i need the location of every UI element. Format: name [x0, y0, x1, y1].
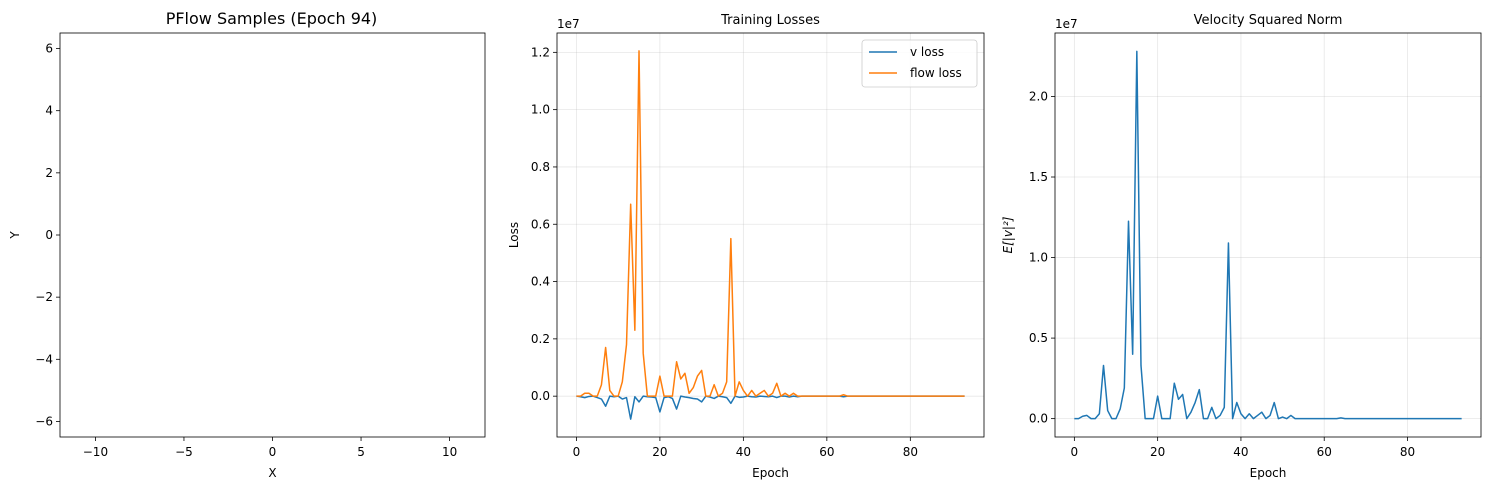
legend-label-v-loss: v loss	[910, 45, 944, 59]
x-tick-label: 0	[269, 445, 277, 459]
y-tick-label: 0.4	[531, 275, 550, 289]
series-line-1	[576, 50, 965, 397]
losses-axes-frame	[556, 32, 985, 438]
y-tick-label: 0.6	[531, 217, 550, 231]
losses-offset-label: 1e7	[557, 17, 580, 31]
velocity-lines	[1074, 50, 1462, 420]
x-tick-label: 0	[1071, 445, 1079, 459]
x-tick-label: 60	[1317, 445, 1332, 459]
losses-plot: Training Losses 0 20 40 60 80 0.00.20.40.60.…	[507, 13, 985, 480]
losses-ylabel: Loss	[507, 222, 521, 248]
x-tick-label: 20	[1150, 445, 1165, 459]
legend-label-flow-loss: flow loss	[910, 66, 962, 80]
velocity-xlabel: Epoch	[1250, 466, 1287, 480]
samples-ylabel: Y	[8, 231, 22, 240]
samples-axes-frame	[59, 32, 486, 438]
x-tick-label: 5	[357, 445, 365, 459]
velocity-y-ticks: 0.0 0.5 1.0 1.5 2.0	[1029, 89, 1055, 426]
y-tick-label: 4	[45, 104, 53, 118]
y-tick-label: 1.2	[531, 45, 550, 59]
x-tick-label: 20	[652, 445, 667, 459]
velocity-axes-frame	[1054, 32, 1482, 438]
y-tick-label: 6	[45, 42, 53, 56]
x-tick-label: 40	[736, 445, 751, 459]
y-tick-label: 2	[45, 166, 53, 180]
x-tick-label: 60	[819, 445, 834, 459]
velocity-ylabel: E[|v|²]	[1001, 216, 1015, 253]
y-tick-label: 2.0	[1029, 89, 1048, 103]
y-tick-label: 1.0	[1029, 251, 1048, 265]
x-tick-label: 10	[442, 445, 457, 459]
samples-plot: PFlow Samples (Epoch 94) −10 −5 0 5 10 −6−4−…	[8, 9, 486, 480]
samples-y-ticks: −6 −4 −2 0 2 4 6	[35, 42, 60, 428]
y-tick-label: −6	[35, 414, 53, 428]
losses-lines	[576, 50, 965, 420]
y-tick-label: 0.8	[531, 160, 550, 174]
x-tick-label: 0	[573, 445, 581, 459]
x-tick-label: −5	[175, 445, 193, 459]
velocity-title: Velocity Squared Norm	[1194, 13, 1343, 28]
x-tick-label: −10	[83, 445, 108, 459]
velocity-x-ticks: 0 20 40 60 80	[1071, 437, 1415, 459]
y-tick-label: −4	[35, 352, 53, 366]
samples-x-ticks: −10 −5 0 5 10	[83, 437, 457, 459]
losses-y-ticks: 0.0 0.2 0.4 0.6 0.8 1.0 1.2	[531, 45, 557, 403]
velocity-offset-label: 1e7	[1055, 17, 1078, 31]
series-line-0	[1074, 50, 1462, 420]
y-tick-label: 0.0	[531, 389, 550, 403]
y-tick-label: 1.5	[1029, 170, 1048, 184]
samples-xlabel: X	[268, 466, 276, 480]
losses-x-ticks: 0 20 40 60 80	[573, 437, 918, 459]
y-tick-label: −2	[35, 290, 53, 304]
losses-grid	[557, 33, 984, 437]
losses-xlabel: Epoch	[752, 466, 789, 480]
x-tick-label: 80	[1400, 445, 1415, 459]
velocity-plot: Velocity Squared Norm 0 20 40 60 80 0.0 0.5 1.…	[1001, 13, 1482, 480]
series-line-0	[576, 395, 965, 420]
losses-legend: v loss flow loss	[861, 39, 978, 88]
x-tick-label: 80	[903, 445, 918, 459]
y-tick-label: 0.0	[1029, 412, 1048, 426]
x-tick-label: 40	[1233, 445, 1248, 459]
y-tick-label: 0	[45, 228, 53, 242]
y-tick-label: 1.0	[531, 103, 550, 117]
velocity-grid	[1055, 33, 1481, 437]
y-tick-label: 0.2	[531, 332, 550, 346]
y-tick-label: 0.5	[1029, 331, 1048, 345]
samples-title: PFlow Samples (Epoch 94)	[166, 9, 378, 28]
losses-title: Training Losses	[720, 13, 820, 28]
